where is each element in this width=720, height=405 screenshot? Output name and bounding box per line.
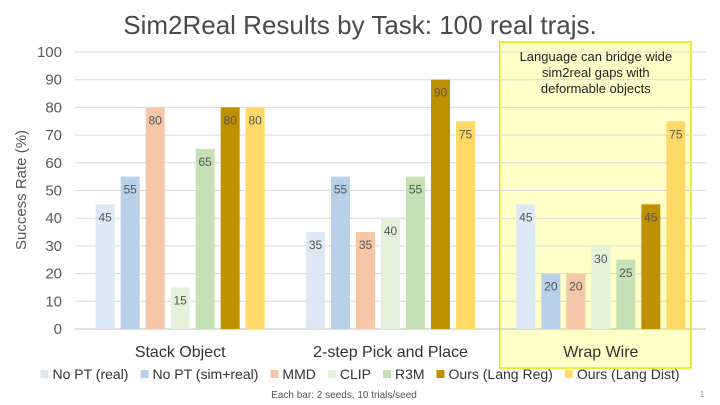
bar: [145, 107, 165, 330]
legend-label: Ours (Lang Dist): [577, 366, 680, 382]
bar: [220, 107, 240, 330]
y-tick-label: 20: [45, 266, 62, 283]
data-label: 80: [148, 113, 162, 127]
y-tick-label: 60: [45, 155, 62, 172]
data-label: 45: [98, 210, 112, 224]
data-label: 75: [459, 127, 473, 141]
data-label: 55: [334, 183, 348, 197]
legend-label: CLIP: [340, 366, 371, 382]
y-axis-label: Success Rate (%): [13, 130, 30, 250]
data-label: 80: [248, 113, 262, 127]
data-label: 15: [173, 293, 187, 307]
legend-label: R3M: [395, 366, 425, 382]
legend-swatch: [270, 370, 279, 378]
bar: [170, 287, 190, 329]
data-label: 45: [519, 210, 533, 224]
bar: [591, 245, 611, 329]
y-tick-label: 0: [54, 321, 62, 338]
data-label: 35: [359, 238, 373, 252]
annotation-text: deformable objects: [541, 81, 651, 96]
bar: [641, 204, 661, 329]
legend-swatch: [327, 370, 336, 378]
bar: [356, 232, 375, 329]
annotation-text: Language can bridge wide: [520, 49, 673, 64]
data-label: 45: [644, 210, 658, 224]
legend-label: Ours (Lang Reg): [449, 366, 553, 382]
y-tick-label: 80: [45, 99, 62, 116]
y-tick-label: 50: [45, 183, 62, 200]
bars-layer: 45 55 80 15 65 80 80 35 55 35 40 55 90 75 45 20 20 30 25 45…: [95, 79, 686, 330]
legend-swatch: [140, 370, 149, 378]
page-number: 1: [700, 390, 705, 399]
legend-swatch: [436, 370, 445, 378]
bar: [406, 176, 425, 329]
legend-label: MMD: [282, 366, 315, 382]
bar: [95, 204, 115, 329]
data-label: 40: [384, 224, 398, 238]
legend-swatch: [564, 370, 573, 378]
data-label: 20: [544, 280, 558, 294]
legend-swatch: [40, 370, 49, 378]
data-label: 90: [434, 86, 448, 100]
data-label: 75: [669, 127, 683, 141]
x-tick-label: Wrap Wire: [563, 344, 638, 361]
bar: [120, 176, 140, 329]
legend-label: No PT (real): [52, 366, 128, 382]
bar: [516, 204, 536, 329]
bar: [566, 273, 586, 329]
y-tick-label: 10: [45, 293, 62, 310]
bar: [195, 148, 215, 329]
data-label: 80: [223, 113, 237, 127]
bar: [431, 79, 450, 329]
bar: [306, 232, 325, 329]
bar: [541, 273, 561, 329]
chart-title: Sim2Real Results by Task: 100 real trajs…: [123, 10, 597, 40]
bar: [616, 259, 636, 329]
data-label: 35: [309, 238, 323, 252]
y-tick-label: 100: [37, 44, 62, 61]
legend-label: No PT (sim+real): [152, 366, 258, 382]
bar: [666, 121, 686, 329]
bar: [245, 107, 265, 330]
y-tick-label: 70: [45, 127, 62, 144]
bar: [331, 176, 350, 329]
x-tick-label: 2-step Pick and Place: [313, 344, 468, 361]
data-label: 55: [409, 183, 423, 197]
x-tick-label: Stack Object: [135, 344, 226, 361]
y-tick-label: 40: [45, 210, 62, 227]
legend-swatch: [382, 370, 391, 378]
y-tick-label: 90: [45, 72, 62, 89]
y-tick-label: 30: [45, 238, 62, 255]
data-label: 65: [198, 155, 212, 169]
bar: [456, 121, 475, 329]
data-label: 20: [569, 280, 583, 294]
bar: [381, 218, 400, 329]
footnote: Each bar: 2 seeds, 10 trials/seed: [271, 390, 417, 401]
axis-layer: 0 10 20 30 40 50 60 70 80 90 100 Stack Object 2-step…: [37, 44, 639, 361]
data-label: 30: [594, 252, 608, 266]
data-label: 25: [619, 266, 633, 280]
legend: No PT (real) No PT (sim+real) MMD CLIP R3M Ou…: [40, 366, 680, 382]
data-label: 55: [123, 183, 137, 197]
annotation-text: sim2real gaps with: [542, 65, 650, 80]
